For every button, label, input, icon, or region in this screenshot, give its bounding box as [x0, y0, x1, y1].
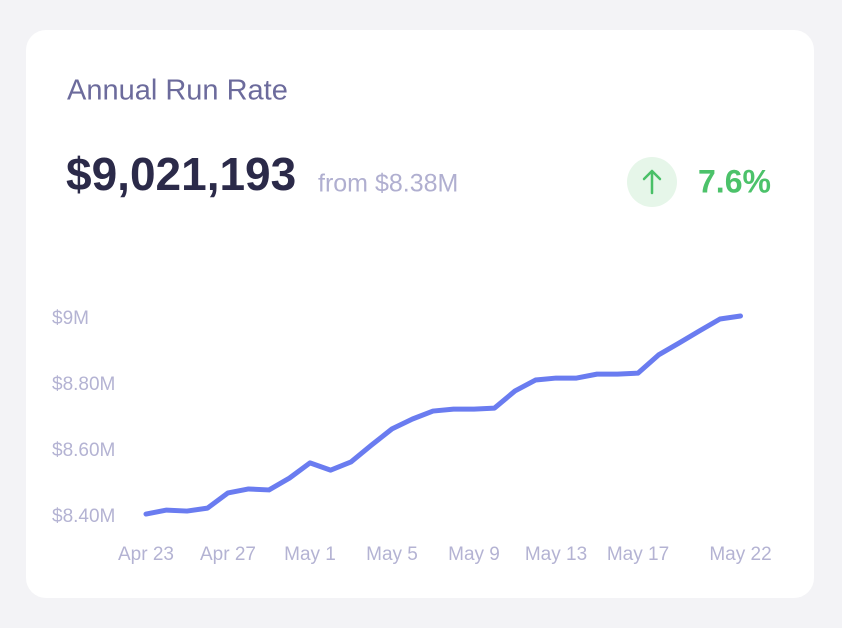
x-tick-label: Apr 23	[118, 544, 174, 565]
comparison: from $8.38M	[318, 170, 458, 198]
y-tick-label: $8.60M	[52, 440, 115, 461]
x-tick-label: Apr 27	[200, 544, 256, 565]
line	[143, 313, 743, 517]
x-tick-label: May 13	[525, 544, 587, 565]
y-tick-label: $8.80M	[52, 374, 115, 395]
card-title: Annual Run Rate	[67, 75, 288, 107]
x-tick-label: May 9	[448, 544, 500, 565]
card	[26, 30, 814, 598]
x-tick-label: May 17	[607, 544, 669, 565]
y-tick-label: $8.40M	[52, 506, 115, 527]
x-tick-label: May 1	[284, 544, 336, 565]
up-arrow	[642, 169, 662, 195]
x-tick-label: May 22	[709, 544, 771, 565]
y-tick-label: $9M	[52, 308, 89, 329]
x-tick-label: May 5	[366, 544, 418, 565]
change: 7.6%	[698, 163, 771, 199]
metric-value: $9,021,193	[66, 148, 296, 200]
